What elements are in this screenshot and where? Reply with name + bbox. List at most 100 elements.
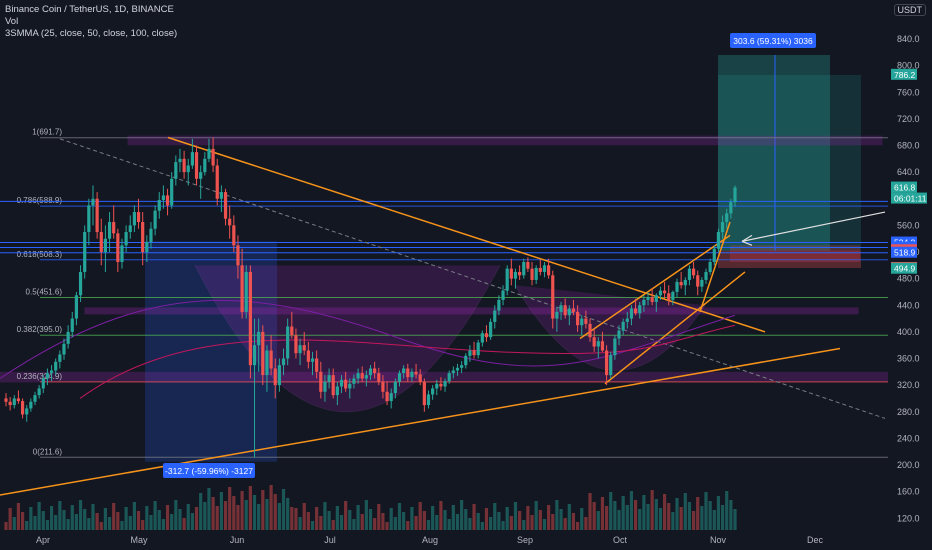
candle-body bbox=[534, 267, 538, 280]
candle-body bbox=[103, 238, 108, 252]
volume-bar bbox=[410, 507, 414, 530]
channel-lower bbox=[604, 271, 746, 385]
candle-body bbox=[20, 401, 25, 415]
candle-body bbox=[505, 268, 509, 291]
candle-body bbox=[157, 200, 161, 211]
volume-bar bbox=[165, 505, 170, 530]
price-label-text: 616.8 bbox=[894, 183, 916, 193]
volume-bar bbox=[439, 501, 443, 530]
symbol-title[interactable]: Binance Coin / TetherUS, 1D, BINANCE bbox=[5, 4, 174, 15]
volume-bar bbox=[638, 509, 642, 530]
volume-bar bbox=[431, 506, 435, 530]
volume-bar bbox=[120, 521, 124, 530]
candle-body bbox=[687, 268, 692, 280]
candle-body bbox=[141, 222, 145, 252]
volume-bar bbox=[629, 491, 634, 530]
fib-level-label: 0.786(588.9) bbox=[17, 196, 63, 205]
price-tick-label: 680.0 bbox=[897, 141, 920, 151]
candle-body bbox=[596, 341, 600, 347]
volume-bar bbox=[103, 508, 108, 530]
long-position-target-box bbox=[718, 54, 830, 251]
fib-level-label: 0.5(451.6) bbox=[26, 288, 63, 297]
volume-bar bbox=[530, 515, 534, 530]
candle-body bbox=[58, 354, 62, 362]
volume-bar bbox=[153, 501, 157, 530]
volume-bars bbox=[4, 485, 737, 530]
volume-bar bbox=[658, 508, 663, 530]
smma-line bbox=[79, 324, 736, 399]
time-axis[interactable]: Apr May Jun Jul Aug Sep Oct Nov Dec bbox=[36, 535, 824, 545]
volume-bar bbox=[178, 509, 182, 530]
candle-body bbox=[720, 222, 725, 233]
candle-body bbox=[352, 378, 356, 384]
candle-body bbox=[199, 172, 203, 179]
volume-bar bbox=[4, 522, 8, 530]
candle-body bbox=[691, 268, 696, 276]
volume-bar bbox=[712, 510, 716, 530]
candle-body bbox=[439, 383, 443, 387]
arrow-line bbox=[741, 211, 886, 242]
candle-body bbox=[116, 233, 120, 262]
candle-body bbox=[476, 342, 480, 356]
price-label-badge bbox=[891, 181, 917, 193]
volume-bar bbox=[609, 492, 613, 530]
volume-indicator-label[interactable]: Vol bbox=[5, 16, 19, 27]
volume-bar bbox=[604, 506, 609, 530]
volume-bar bbox=[708, 501, 712, 530]
currency-badge[interactable]: USDT bbox=[893, 4, 926, 16]
volume-bar bbox=[107, 517, 112, 530]
dashed-trendline bbox=[59, 138, 886, 419]
volume-bar bbox=[186, 504, 190, 530]
candle-body bbox=[621, 321, 625, 331]
candle-body bbox=[286, 326, 290, 359]
volume-bar bbox=[344, 501, 348, 530]
volume-bar bbox=[37, 502, 41, 530]
volume-bar bbox=[174, 500, 178, 530]
candle-body bbox=[455, 367, 460, 371]
volume-bar bbox=[124, 507, 128, 530]
candle-body bbox=[588, 323, 592, 338]
candle-body bbox=[360, 373, 364, 379]
candle-body bbox=[236, 245, 240, 266]
volume-bar bbox=[704, 492, 708, 530]
smma-indicator-label[interactable]: 3SMMA (25, close, 50, close, 100, close) bbox=[5, 28, 178, 39]
candle-body bbox=[435, 383, 439, 389]
time-tick-label: Aug bbox=[422, 535, 438, 545]
candle-body bbox=[356, 373, 360, 379]
candle-body bbox=[339, 379, 344, 387]
trend-lines[interactable] bbox=[0, 136, 886, 496]
candle-body bbox=[671, 291, 675, 300]
candle-body bbox=[70, 318, 74, 332]
candle-body bbox=[604, 350, 609, 376]
volume-bar bbox=[33, 516, 37, 530]
candle-body bbox=[252, 345, 257, 366]
volume-bar bbox=[302, 503, 306, 530]
candle-body bbox=[248, 271, 252, 366]
candle-body bbox=[149, 228, 153, 243]
volume-bar bbox=[112, 503, 116, 530]
volume-bar bbox=[700, 506, 704, 530]
candle-body bbox=[700, 279, 704, 287]
volume-bar bbox=[281, 489, 286, 530]
candle-body bbox=[120, 245, 124, 262]
volume-bar bbox=[501, 521, 505, 530]
candle-body bbox=[257, 331, 261, 346]
price-tick-label: 160.0 bbox=[897, 487, 920, 497]
volume-bar bbox=[232, 496, 236, 530]
candle-body bbox=[265, 350, 269, 376]
volume-bar bbox=[49, 506, 54, 530]
volume-bar bbox=[596, 511, 600, 530]
candle-body bbox=[107, 222, 112, 239]
top-supply-zone bbox=[127, 135, 883, 146]
volume-bar bbox=[696, 497, 700, 530]
price-axis[interactable]: 120.0 160.0 200.0 240.0 280.0 320.0 360.0 400.0… bbox=[897, 34, 920, 523]
volume-bar bbox=[257, 504, 261, 530]
volume-bar bbox=[559, 509, 563, 530]
volume-bar bbox=[199, 493, 203, 530]
candle-body bbox=[45, 373, 50, 379]
volume-bar bbox=[725, 491, 729, 530]
candle-body bbox=[95, 198, 99, 233]
smma-line bbox=[0, 299, 736, 379]
candle-body bbox=[468, 350, 472, 356]
